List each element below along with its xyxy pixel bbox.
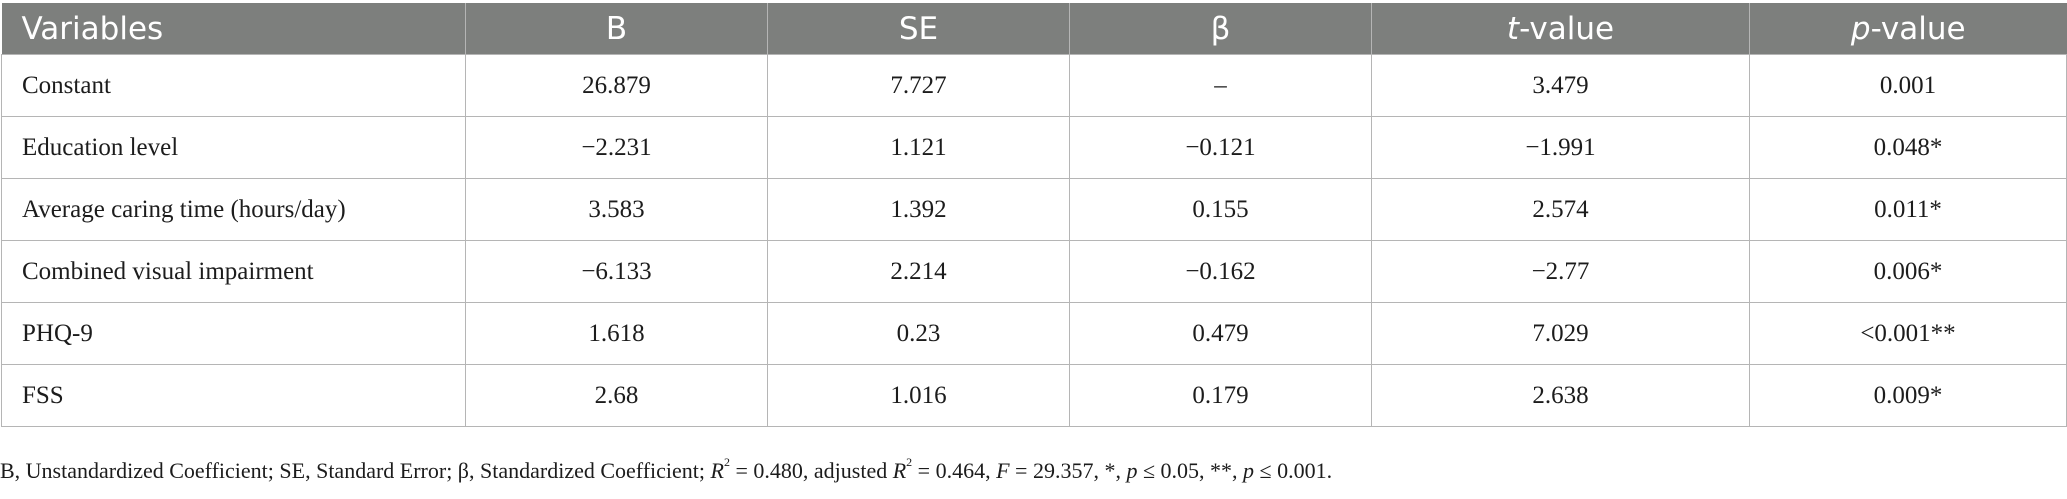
regression-table-container: Variables B SE β t-value p-value Constan… xyxy=(0,3,2067,427)
cell-beta: 0.479 xyxy=(1069,302,1372,365)
header-se: SE xyxy=(767,3,1070,55)
cell-variable: FSS xyxy=(1,364,466,427)
cell-b: 26.879 xyxy=(465,54,768,117)
footnote-f-symbol: F xyxy=(996,458,1010,483)
header-b: B xyxy=(465,3,768,55)
footnote-abbreviations: B, Unstandardized Coefficient; SE, Stand… xyxy=(0,458,711,483)
footnote-f-value: = 29.357, *, xyxy=(1009,458,1127,483)
footnote-adjusted-r-symbol: R xyxy=(892,458,907,483)
cell-t-value: −1.991 xyxy=(1371,116,1750,179)
footnote-p-symbol-2: p xyxy=(1243,458,1255,483)
footnote-p-threshold-2: ≤ 0.001. xyxy=(1254,458,1333,483)
table-row: Education level −2.231 1.121 −0.121 −1.9… xyxy=(1,116,2067,179)
cell-se: 1.392 xyxy=(767,178,1070,241)
cell-b: 2.68 xyxy=(465,364,768,427)
cell-variable: Constant xyxy=(1,54,466,117)
cell-p-value: 0.048* xyxy=(1749,116,2067,179)
cell-se: 0.23 xyxy=(767,302,1070,365)
footnote-p-threshold-1: ≤ 0.05, **, xyxy=(1137,458,1244,483)
header-t-value: t-value xyxy=(1371,3,1750,55)
cell-variable: Education level xyxy=(1,116,466,179)
header-variables: Variables xyxy=(1,3,466,55)
header-p-symbol: p xyxy=(1850,10,1871,47)
cell-p-value: 0.001 xyxy=(1749,54,2067,117)
cell-b: 1.618 xyxy=(465,302,768,365)
table-footnote: B, Unstandardized Coefficient; SE, Stand… xyxy=(0,455,2067,484)
cell-variable: Average caring time (hours/day) xyxy=(1,178,466,241)
header-row: Variables B SE β t-value p-value xyxy=(1,3,2067,55)
footnote-r-superscript: 2 xyxy=(723,455,730,469)
cell-t-value: 2.574 xyxy=(1371,178,1750,241)
footnote-adjusted-r-value: = 0.464, xyxy=(912,458,997,483)
cell-beta: −0.162 xyxy=(1069,240,1372,303)
cell-p-value: <0.001** xyxy=(1749,302,2067,365)
cell-t-value: 7.029 xyxy=(1371,302,1750,365)
cell-t-value: −2.77 xyxy=(1371,240,1750,303)
cell-beta: – xyxy=(1069,54,1372,117)
footnote-p-symbol-1: p xyxy=(1126,458,1138,483)
cell-b: 3.583 xyxy=(465,178,768,241)
header-p-suffix: -value xyxy=(1870,10,1966,47)
cell-p-value: 0.011* xyxy=(1749,178,2067,241)
cell-beta: −0.121 xyxy=(1069,116,1372,179)
cell-se: 7.727 xyxy=(767,54,1070,117)
header-t-symbol: t xyxy=(1506,10,1520,47)
table-row: Combined visual impairment −6.133 2.214 … xyxy=(1,240,2067,303)
table-row: Average caring time (hours/day) 3.583 1.… xyxy=(1,178,2067,241)
table-row: FSS 2.68 1.016 0.179 2.638 0.009* xyxy=(1,364,2067,427)
header-p-value: p-value xyxy=(1749,3,2067,55)
regression-table: Variables B SE β t-value p-value Constan… xyxy=(1,3,2067,427)
cell-p-value: 0.009* xyxy=(1749,364,2067,427)
header-beta: β xyxy=(1069,3,1372,55)
table-row: PHQ-9 1.618 0.23 0.479 7.029 <0.001** xyxy=(1,302,2067,365)
footnote-r-symbol: R xyxy=(710,458,724,483)
cell-variable: Combined visual impairment xyxy=(1,240,466,303)
cell-t-value: 2.638 xyxy=(1371,364,1750,427)
cell-se: 2.214 xyxy=(767,240,1070,303)
cell-b: −6.133 xyxy=(465,240,768,303)
cell-p-value: 0.006* xyxy=(1749,240,2067,303)
cell-beta: 0.179 xyxy=(1069,364,1372,427)
cell-variable: PHQ-9 xyxy=(1,302,466,365)
cell-t-value: 3.479 xyxy=(1371,54,1750,117)
table-row: Constant 26.879 7.727 – 3.479 0.001 xyxy=(1,54,2067,117)
header-t-suffix: -value xyxy=(1519,10,1615,47)
cell-se: 1.121 xyxy=(767,116,1070,179)
footnote-adjusted-r-superscript: 2 xyxy=(906,455,913,469)
footnote-r-value: = 0.480, adjusted xyxy=(729,458,893,483)
cell-se: 1.016 xyxy=(767,364,1070,427)
cell-beta: 0.155 xyxy=(1069,178,1372,241)
cell-b: −2.231 xyxy=(465,116,768,179)
